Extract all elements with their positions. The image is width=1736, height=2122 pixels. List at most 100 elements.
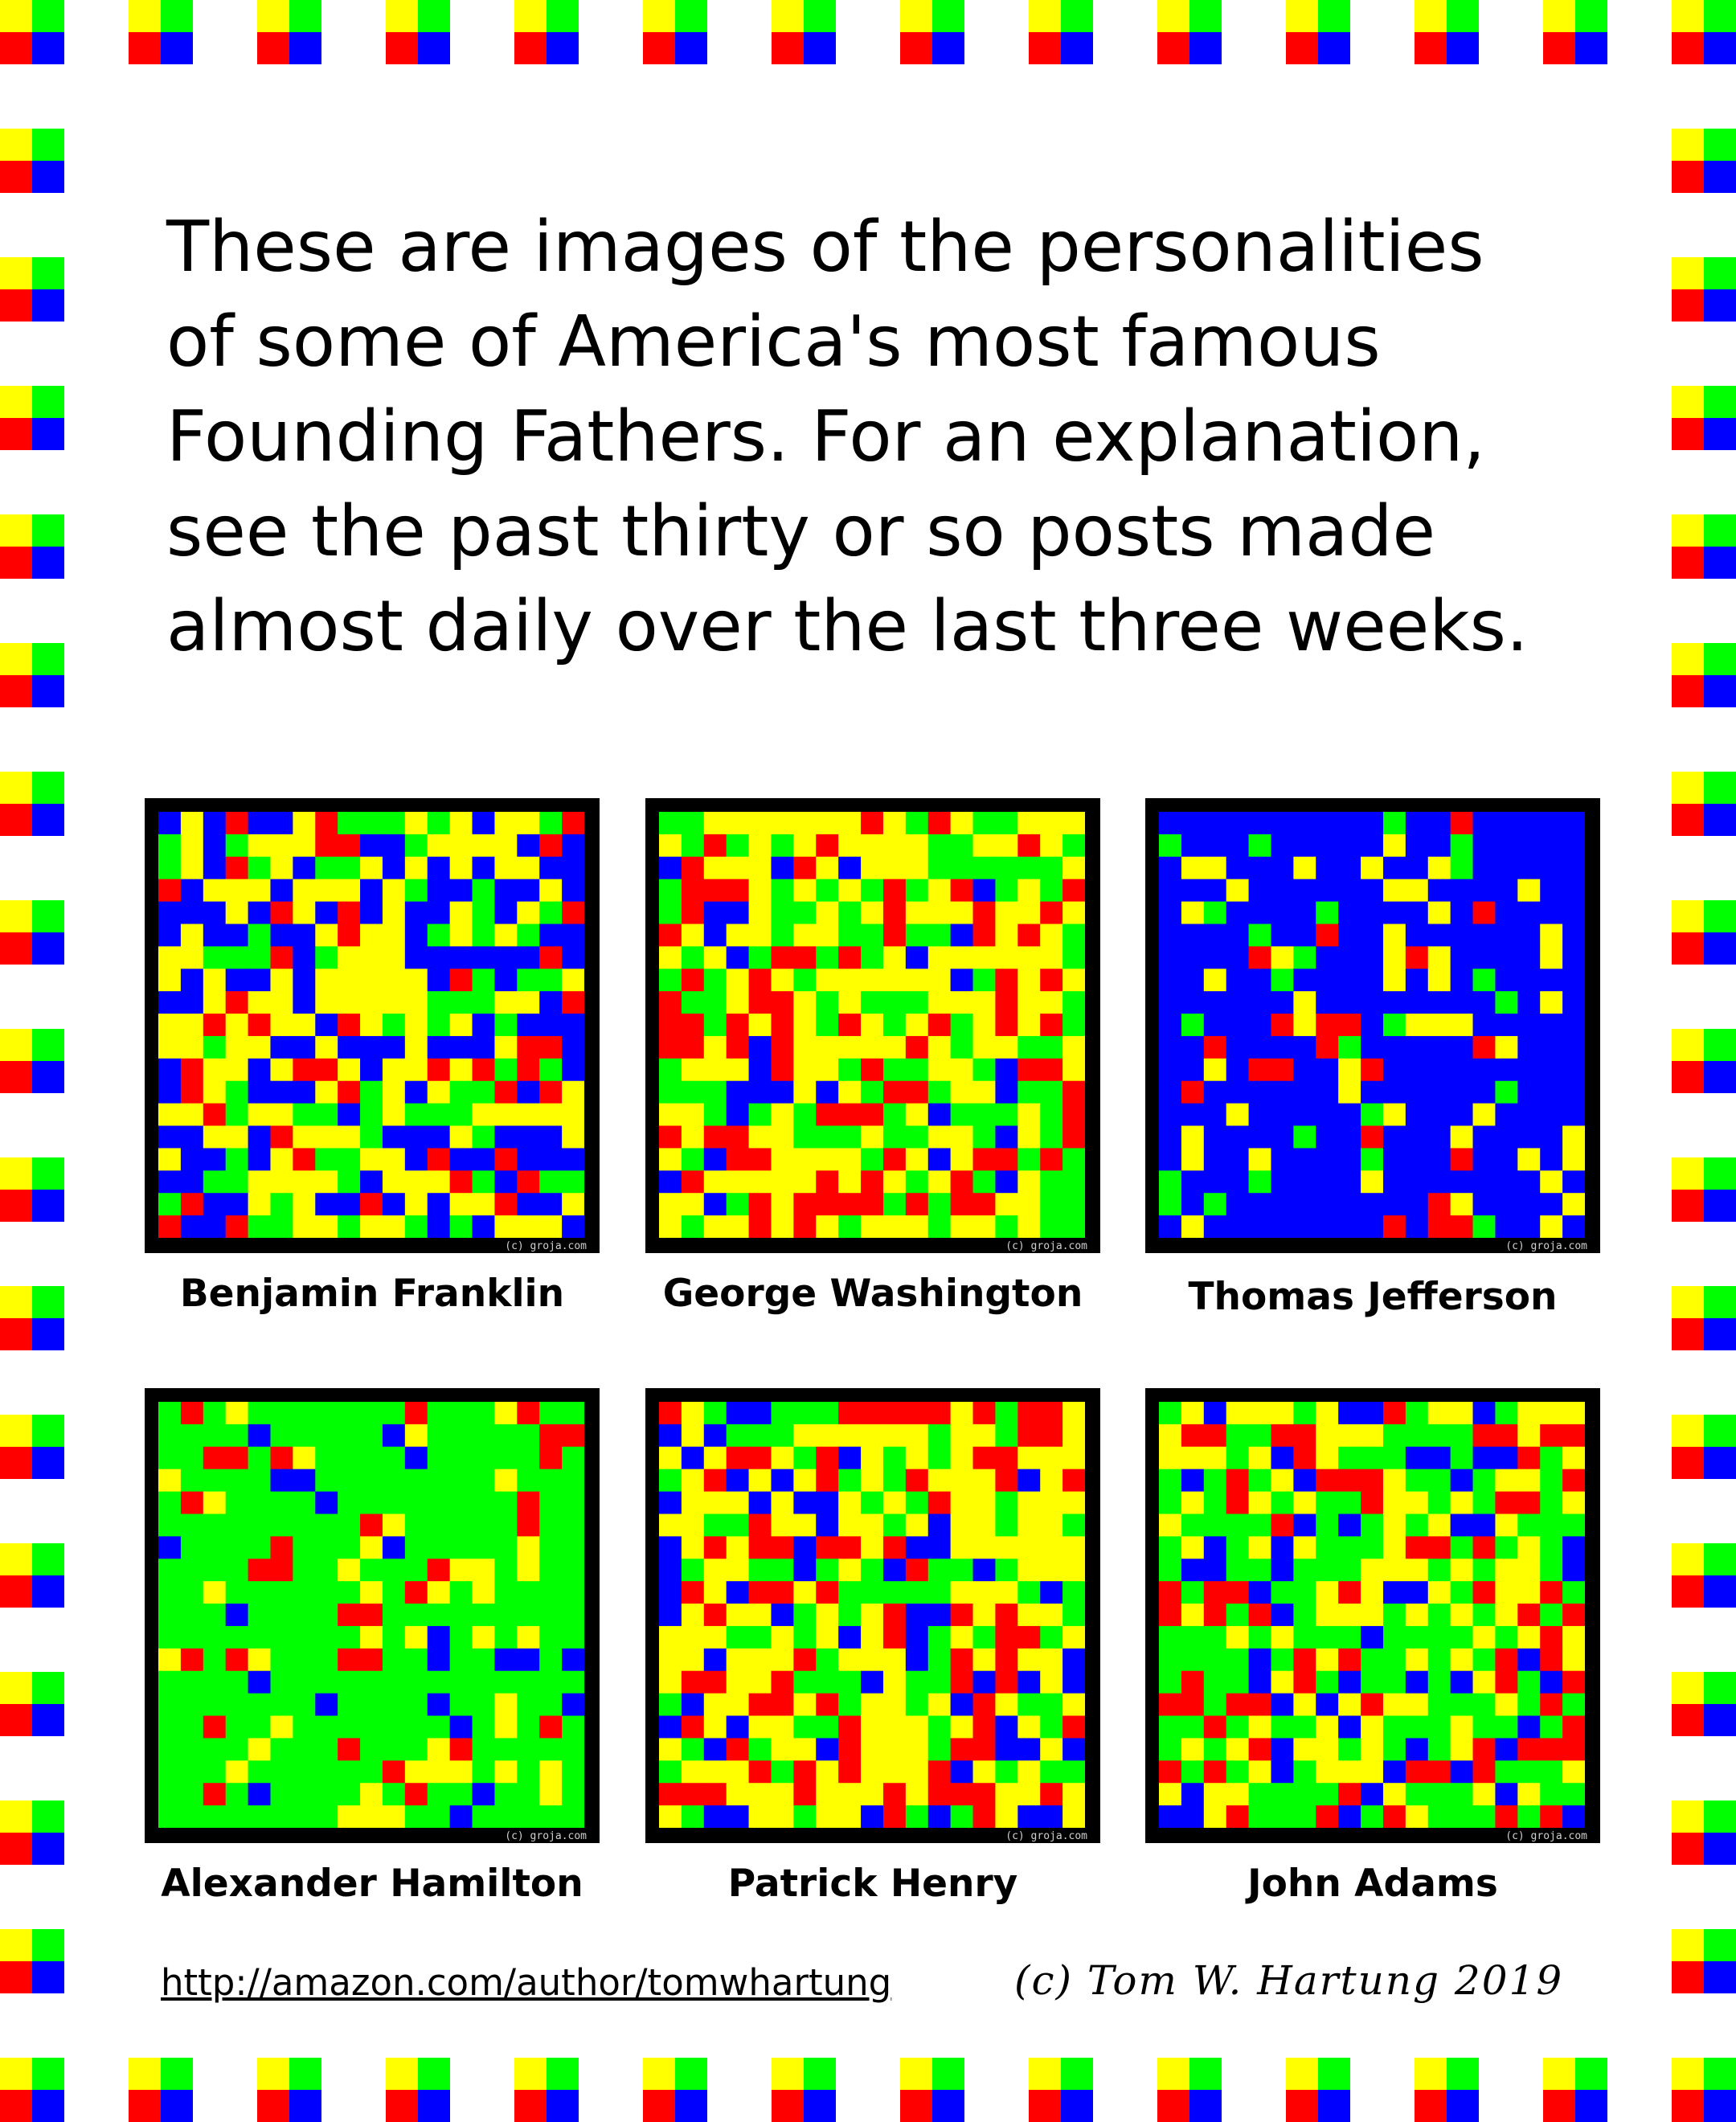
grid-cell (1040, 1469, 1063, 1493)
grid-cell (270, 991, 293, 1014)
grid-cell (972, 879, 996, 903)
grid-cell (1203, 834, 1227, 858)
grid-cell (816, 1581, 839, 1604)
grid-cell (927, 1170, 952, 1194)
grid-cell (816, 1125, 839, 1149)
grid-cell (950, 1536, 974, 1559)
grid-cell (338, 1148, 361, 1171)
grid-cell (315, 1424, 338, 1448)
grid-cell (1226, 1014, 1250, 1037)
grid-cell (861, 1424, 884, 1448)
grid-cell (927, 1014, 952, 1037)
color-badge (772, 0, 836, 64)
grid-cell (404, 812, 428, 835)
grid-cell (517, 1103, 540, 1127)
grid-cell (1316, 946, 1339, 969)
grid-cell (1017, 1170, 1041, 1194)
grid-cell (203, 879, 227, 903)
grid-cell (1540, 1193, 1563, 1216)
grid-cell (726, 1446, 750, 1470)
grid-cell (1540, 1760, 1563, 1784)
grid-cell (1562, 1080, 1585, 1104)
grid-cell (1517, 1491, 1541, 1514)
grid-cell (360, 1125, 383, 1149)
grid-cell (1248, 1080, 1271, 1104)
grid-cell (360, 991, 383, 1014)
grid-cell (315, 1402, 338, 1425)
grid-cell (748, 1536, 772, 1559)
author-link[interactable]: http://amazon.com/author/tomwhartung (161, 1961, 892, 2004)
grid-cell (1540, 1014, 1563, 1037)
caption-thomas-jefferson: Thomas Jefferson (1188, 1275, 1558, 1319)
grid-cell (882, 969, 907, 992)
grid-cell (882, 856, 907, 880)
grid-cell (882, 1469, 907, 1493)
grid-cell (472, 1103, 495, 1127)
grid-cell (905, 879, 929, 903)
grid-cell (905, 946, 929, 969)
grid-cell (382, 1536, 406, 1559)
grid-cell (838, 946, 862, 969)
grid-cell (972, 1469, 996, 1493)
grid-cell (449, 1402, 473, 1425)
grid-cell (1361, 924, 1384, 947)
grid-cell (225, 1559, 249, 1582)
grid-cell (562, 1760, 584, 1784)
grid-cell (1450, 1148, 1474, 1171)
grid-cell (1017, 1215, 1041, 1238)
grid-cell (1226, 1424, 1250, 1448)
grid-cell (1517, 1536, 1541, 1559)
grid-cell (950, 1491, 974, 1514)
grid-cell (158, 1035, 182, 1059)
grid-cell (562, 1035, 584, 1059)
color-badge (643, 0, 707, 64)
grid-cell (427, 1446, 451, 1470)
grid-cell (539, 834, 563, 858)
grid-cell (1159, 1446, 1182, 1470)
grid-cell (494, 1446, 518, 1470)
grid-cell (882, 1604, 907, 1627)
grid-cell (1495, 1215, 1518, 1238)
grid-cell (659, 1604, 682, 1627)
grid-cell (1495, 1581, 1518, 1604)
grid-cell (315, 1783, 338, 1806)
color-badge (0, 514, 64, 579)
grid-cell (816, 1014, 839, 1037)
grid-cell (248, 1760, 271, 1784)
grid-cell (905, 1760, 929, 1784)
grid-cell (1405, 1805, 1429, 1828)
grid-cell (158, 1424, 182, 1448)
grid-cell (360, 1559, 383, 1582)
grid-cell (270, 1125, 293, 1149)
grid-cell (659, 1670, 682, 1694)
grid-cell (1316, 1648, 1339, 1672)
grid-cell (816, 1670, 839, 1694)
grid-cell (1040, 1604, 1063, 1627)
grid-cell (1017, 1125, 1041, 1149)
grid-cell (562, 1670, 584, 1694)
grid-cell (1517, 991, 1541, 1014)
grid-cell (248, 1035, 271, 1059)
grid-cell (248, 969, 271, 992)
grid-cell (1159, 1604, 1182, 1627)
grid-cell (360, 1103, 383, 1127)
grid-cell (180, 1715, 204, 1739)
grid-cell (681, 1648, 705, 1672)
grid-cell (1159, 1402, 1182, 1425)
grid-cell (494, 1604, 518, 1627)
grid-cell (861, 1648, 884, 1672)
grid-cell (562, 1738, 584, 1761)
grid-cell (972, 901, 996, 924)
grid-cell (1472, 1446, 1496, 1470)
grid-cell (248, 1738, 271, 1761)
grid-cell (562, 856, 584, 880)
grid-cell (1450, 1760, 1474, 1784)
grid-cell (1271, 856, 1294, 880)
grid-cell (494, 1215, 518, 1238)
grid-cell (659, 991, 682, 1014)
grid-cell (793, 1715, 817, 1739)
portrait-patrick-henry: (c) groja.com (645, 1388, 1100, 1843)
grid-cell (517, 1604, 540, 1627)
grid-cell (1361, 991, 1384, 1014)
grid-cell (681, 946, 705, 969)
